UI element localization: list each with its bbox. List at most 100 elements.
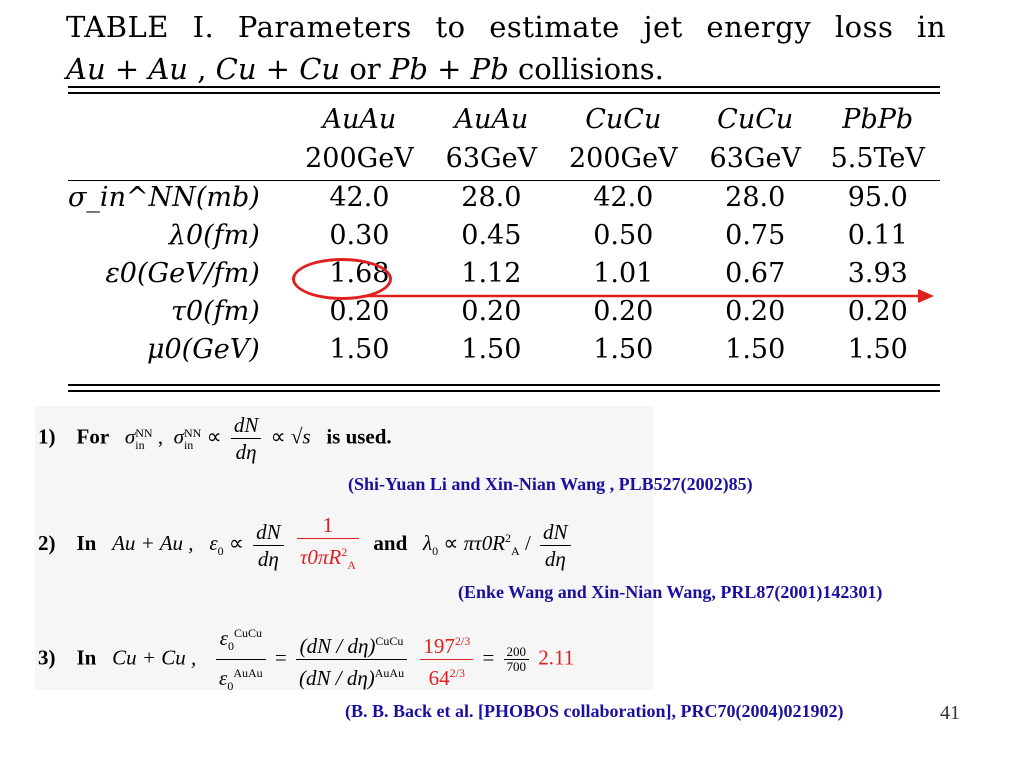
proportional-symbol: ∝: [228, 530, 244, 555]
formula-1-word: For: [76, 424, 110, 449]
col-system: CuCu: [717, 104, 794, 135]
row-label: ε0(GeV/fm): [105, 257, 260, 289]
col-energy: 5.5TeV: [830, 143, 925, 174]
sigma-sup: NN: [183, 425, 202, 440]
subscript: A: [511, 544, 520, 559]
table-cell: 0.30: [329, 219, 390, 251]
proportional-symbol: ∝: [443, 530, 459, 555]
table-row-lambda: λ0(fm) 0.30 0.45 0.50 0.75 0.11: [68, 216, 940, 254]
formula-2-system: Au + Au ,: [112, 530, 194, 555]
table-row-mu: μ0(GeV) 1.50 1.50 1.50 1.50 1.50: [68, 330, 940, 368]
table-cell: 0.20: [329, 295, 390, 327]
proportional-symbol: ∝: [206, 424, 222, 449]
formula-2-and: and: [373, 530, 408, 555]
table-cell: 28.0: [461, 181, 522, 213]
caption-cucu: Cu + Cu: [215, 52, 341, 86]
frac-numerator: ε0CuCu: [216, 620, 266, 661]
epsilon-sub: 0: [227, 639, 234, 654]
table-top-rule-2: [68, 92, 940, 94]
table-cell: 3.93: [847, 257, 908, 289]
small-fraction: 200 700: [503, 645, 530, 675]
auau-sup: AuAu: [374, 666, 405, 681]
formula-3-number: 3): [38, 645, 56, 670]
formula-1: 1) For σ NN in , σ NN in ∝ dN dη ∝ √s is used…: [38, 412, 392, 465]
table-cell: 0.50: [593, 219, 654, 251]
subscript: A: [347, 558, 356, 573]
cucu-sup: CuCu: [233, 626, 262, 640]
table-cell: 0.20: [593, 295, 654, 327]
epsilon-sub: 0: [227, 679, 234, 694]
col-energy: 200GeV: [568, 143, 678, 174]
row-label: σ_in^NN(mb): [68, 181, 260, 213]
exponent: 2/3: [454, 634, 471, 649]
table-cell: 1.50: [847, 333, 908, 365]
frac-denominator: dη: [544, 546, 566, 571]
exponent: 2/3: [449, 666, 465, 681]
sigma-sub: in: [135, 437, 145, 452]
inverse-area-fraction: 1 τ0πR2A: [296, 512, 359, 578]
frac-numerator: 1972/3: [420, 628, 474, 661]
col-system: CuCu: [585, 104, 662, 135]
caption-pbpb: Pb + Pb: [389, 52, 509, 86]
r64: 64: [428, 666, 450, 691]
frac-numerator: dN: [253, 519, 284, 546]
col-energy: 63GeV: [709, 143, 801, 174]
table-header-rule: [68, 180, 940, 181]
multiplicity-ratio-fraction: (dN / dη)CuCu (dN / dη) AuAu: [296, 628, 408, 691]
table-cell: 0.67: [725, 257, 786, 289]
frac-denominator: ε0AuAu: [216, 660, 266, 699]
division-slash: /: [524, 530, 531, 555]
page-number: 41: [940, 702, 960, 724]
table-cell: 1.50: [725, 333, 786, 365]
dn-deta-term: (dN / dη): [299, 634, 376, 659]
table-cell: 42.0: [329, 181, 390, 213]
table-cell: 1.50: [593, 333, 654, 365]
frac-numerator: (dN / dη)CuCu: [296, 628, 408, 661]
col-system: AuAu: [322, 104, 397, 135]
size-ratio-fraction: 1972/3 642/3: [420, 628, 474, 691]
lambda-rhs: πτ0R: [463, 530, 506, 555]
dn-deta-fraction: dN dη: [253, 519, 284, 572]
table-top-rule-1: [68, 86, 940, 88]
dn-deta-fraction: dN dη: [230, 412, 262, 465]
header-energy-row: 200GeV 63GeV 200GeV 63GeV 5.5TeV: [68, 139, 940, 178]
caption-line-1: TABLE I. Parameters to estimate jet ener…: [66, 10, 946, 44]
table-cell: 95.0: [847, 181, 908, 213]
table-cell: 0.45: [461, 219, 522, 251]
ratio-value: 2.11: [538, 645, 575, 670]
table-bottom-rule-1: [68, 384, 940, 386]
frac-denominator: dη: [235, 440, 257, 464]
caption-or: or: [340, 52, 390, 86]
formula-2: 2) In Au + Au , ε0 ∝ dN dη 1 τ0πR2A and λ0…: [38, 512, 575, 578]
table-cell: 28.0: [725, 181, 786, 213]
table-cell: 0.20: [461, 295, 522, 327]
frac-numerator: dN: [540, 519, 571, 546]
epsilon-sub: 0: [217, 544, 224, 559]
lambda-symbol: λ: [423, 530, 433, 555]
col-system: PbPb: [842, 104, 914, 135]
caption-sep-1: ,: [187, 52, 216, 86]
auau-sup: AuAu: [233, 666, 263, 681]
citation-1: (Shi-Yuan Li and Xin-Nian Wang , PLB527(…: [348, 474, 753, 494]
proportional-symbol: ∝: [270, 424, 286, 449]
citation-3: (B. B. Back et al. [PHOBOS collaboration…: [345, 701, 844, 721]
frac-numerator: 1: [296, 512, 359, 539]
formula-1-comma: ,: [157, 424, 164, 449]
exponent: 2: [505, 530, 512, 545]
epsilon-symbol: ε: [209, 530, 218, 555]
formula-panel: [35, 406, 653, 690]
caption-auau: Au + Au: [66, 52, 188, 86]
formula-3-system: Cu + Cu ,: [112, 645, 197, 670]
table-cell: 0.11: [847, 219, 908, 251]
col-energy: 63GeV: [445, 143, 538, 174]
col-energy: 200GeV: [305, 143, 414, 174]
parameters-table: AuAu AuAu CuCu CuCu PbPb 200GeV 63GeV 20…: [68, 100, 940, 368]
denominator-term: τ0πR: [299, 545, 342, 569]
table-caption: TABLE I. Parameters to estimate jet ener…: [66, 6, 946, 90]
row-label: λ0(fm): [168, 219, 260, 251]
equals-symbol: =: [274, 645, 287, 670]
header-system-row: AuAu AuAu CuCu CuCu PbPb: [68, 100, 940, 139]
frac-denominator: 642/3: [420, 660, 473, 691]
frac-denominator: 700: [506, 659, 527, 675]
